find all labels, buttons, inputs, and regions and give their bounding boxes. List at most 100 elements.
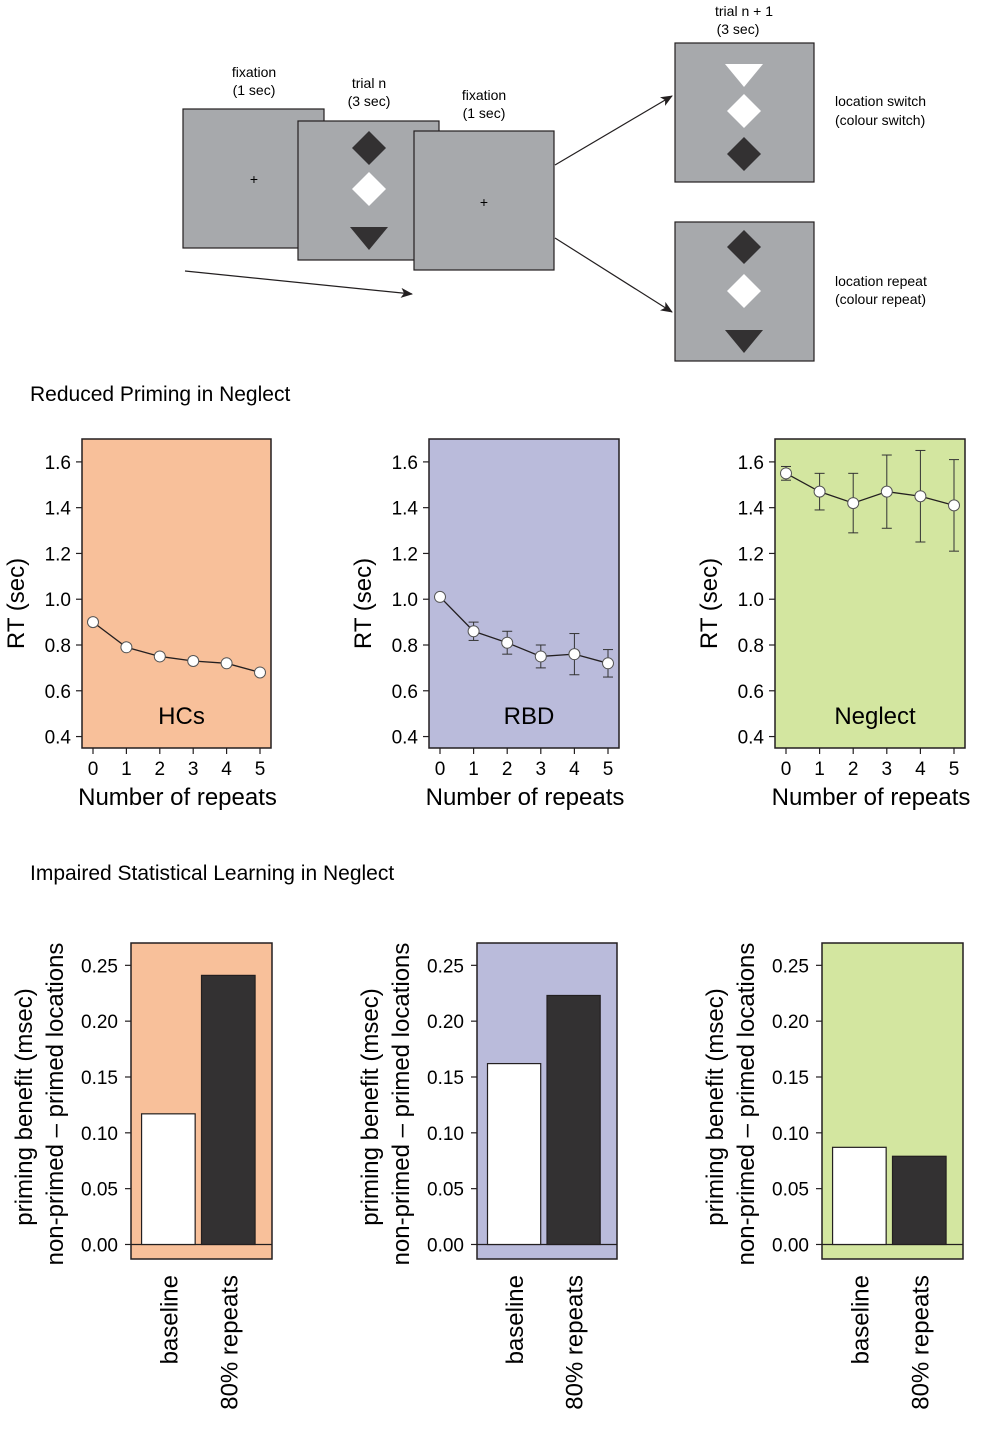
- trial-n-title: trial n: [352, 75, 386, 91]
- switch-dark-diamond-target: [727, 137, 761, 171]
- fixation2-screen: [413, 130, 555, 271]
- y-tick-label: 0.25: [81, 956, 118, 977]
- y-tick-label: 0.25: [772, 956, 809, 977]
- y-tick-label: 0.4: [45, 728, 72, 749]
- y-tick-label: 0.8: [738, 636, 764, 657]
- rt-chart-neglect: 0.4 0.6 0.8 1.0 1.2 1.4 1.6 0 1 2 3 4 5 Number of rep…: [696, 438, 971, 811]
- switch-label-line1: location switch: [835, 93, 926, 109]
- y-tick-label: 1.6: [738, 453, 764, 474]
- fixation2-duration: (1 sec): [463, 105, 506, 121]
- data-point: [813, 485, 826, 498]
- x-tick-label: 5: [255, 759, 266, 780]
- data-point: [467, 625, 480, 638]
- y-tick-label: 0.00: [81, 1235, 118, 1256]
- priming-bar-chart-hcs: 0.00 0.05 0.10 0.15 0.20 0.25 baseline 80% repe…: [11, 942, 273, 1410]
- group-label: HCs: [158, 703, 205, 730]
- x-axis-label: Number of repeats: [78, 784, 277, 811]
- data-point: [254, 666, 266, 679]
- fixation1-duration: (1 sec): [233, 82, 276, 98]
- data-point: [534, 650, 547, 663]
- y-axis-label-line1: priming benefit (msec): [11, 988, 38, 1225]
- y-tick-label: 1.4: [738, 499, 765, 520]
- y-tick-label: 0.6: [45, 682, 71, 703]
- y-tick-label: 1.2: [45, 544, 71, 565]
- data-point: [120, 641, 133, 654]
- y-tick-label: 1.2: [738, 544, 764, 565]
- bar: [831, 1146, 887, 1246]
- rt-chart-hcs: 0.4 0.6 0.8 1.0 1.2 1.4 1.6 0 1 2 3 4 5 Number of rep…: [3, 438, 277, 811]
- data-point: [948, 499, 960, 512]
- repeat-label-line1: location repeat: [835, 273, 927, 289]
- y-axis-label-line1: priming benefit (msec): [702, 988, 729, 1225]
- x-tick-label: 5: [603, 759, 614, 780]
- y-tick-label: 0.4: [738, 728, 765, 749]
- y-tick-label: 0.05: [772, 1180, 809, 1201]
- data-point: [780, 467, 792, 480]
- group-label: RBD: [504, 703, 555, 730]
- x-axis-label: Number of repeats: [426, 784, 625, 811]
- switch-white-truncated-diamond: [725, 64, 763, 87]
- y-tick-label: 0.8: [392, 636, 418, 657]
- data-point: [434, 590, 446, 603]
- y-tick-label: 1.6: [45, 453, 71, 474]
- data-point: [501, 636, 514, 649]
- bar: [891, 1155, 947, 1246]
- x-tick-label: 4: [569, 759, 580, 780]
- y-tick-label: 0.05: [427, 1180, 464, 1201]
- x-tick-label: 1: [468, 759, 479, 780]
- y-axis-label-line2: non-primed – primed locations: [388, 943, 415, 1266]
- priming-bar-chart-neglect: 0.00 0.05 0.10 0.15 0.20 0.25 baseline 80% repe…: [702, 942, 964, 1410]
- data-point: [602, 657, 614, 670]
- y-tick-label: 0.25: [427, 956, 464, 977]
- repeat-label-line2: (colour repeat): [835, 291, 926, 307]
- bar: [546, 994, 601, 1246]
- x-category-label: baseline: [847, 1275, 874, 1364]
- x-category-label: 80% repeats: [562, 1275, 589, 1410]
- x-tick-label: 2: [848, 759, 859, 780]
- y-axis-label: RT (sec): [3, 558, 30, 649]
- data-point: [153, 650, 166, 663]
- branch-arrow-switch: [554, 95, 673, 166]
- x-tick-label: 1: [121, 759, 132, 780]
- x-tick-label: 0: [781, 759, 792, 780]
- learning-section-title: Impaired Statistical Learning in Neglect: [30, 862, 394, 885]
- x-category-label: baseline: [502, 1275, 529, 1364]
- x-category-label: baseline: [156, 1275, 183, 1364]
- y-axis-label: RT (sec): [350, 558, 377, 649]
- y-tick-label: 0.20: [81, 1012, 118, 1033]
- y-tick-label: 0.4: [392, 728, 419, 749]
- y-tick-label: 0.05: [81, 1180, 118, 1201]
- y-tick-label: 1.2: [392, 544, 418, 565]
- y-tick-label: 1.0: [738, 590, 764, 611]
- priming-section-title: Reduced Priming in Neglect: [30, 383, 290, 406]
- trial-sequence-diagram: fixation (1 sec) + trial n (3 sec) fixat…: [182, 3, 927, 362]
- branch-arrow-repeat: [554, 237, 673, 313]
- data-point: [220, 657, 233, 670]
- x-tick-label: 3: [882, 759, 893, 780]
- trial-n-dark-diamond: [352, 131, 386, 165]
- data-point: [914, 490, 927, 503]
- y-axis-label-line2: non-primed – primed locations: [733, 943, 760, 1266]
- x-tick-label: 4: [915, 759, 926, 780]
- y-tick-label: 0.00: [427, 1235, 464, 1256]
- y-tick-label: 1.4: [45, 499, 72, 520]
- fixation1-title: fixation: [232, 64, 276, 80]
- data-point: [847, 497, 860, 510]
- fixation2-title: fixation: [462, 87, 506, 103]
- bar: [486, 1062, 542, 1246]
- x-axis-label: Number of repeats: [772, 784, 971, 811]
- plot-area: [428, 438, 620, 749]
- x-tick-label: 1: [814, 759, 825, 780]
- time-arrow: [184, 270, 413, 298]
- data-point: [87, 616, 99, 629]
- x-tick-label: 0: [88, 759, 99, 780]
- x-tick-label: 5: [949, 759, 960, 780]
- x-tick-label: 0: [435, 759, 446, 780]
- trial-n-duration: (3 sec): [348, 93, 391, 109]
- y-axis-label-line2: non-primed – primed locations: [42, 943, 69, 1266]
- switch-label-line2: (colour switch): [835, 112, 925, 128]
- rt-chart-rbd: 0.4 0.6 0.8 1.0 1.2 1.4 1.6 0 1 2 3 4 5 Number of rep…: [350, 438, 625, 811]
- y-tick-label: 0.6: [738, 682, 764, 703]
- repeat-dark-truncated-diamond: [725, 330, 763, 353]
